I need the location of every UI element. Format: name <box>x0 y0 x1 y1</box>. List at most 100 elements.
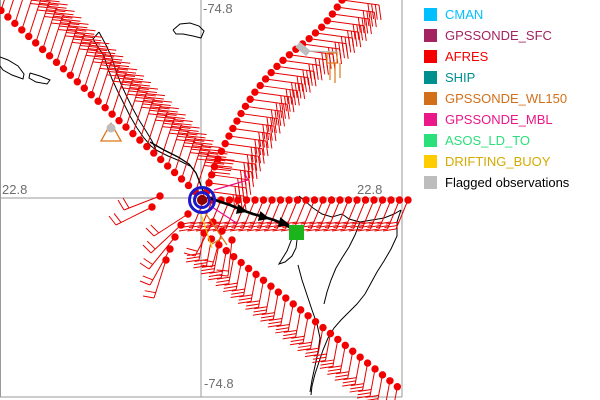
legend-item-flagged-observations[interactable]: Flagged observations <box>424 172 569 193</box>
observation-dot <box>18 26 26 34</box>
legend-item-gpssonde-sfc[interactable]: GPSSONDE_SFC <box>424 25 569 46</box>
observation-dot <box>94 97 102 105</box>
observation-dot <box>38 45 47 54</box>
observation-dot <box>229 124 237 133</box>
legend-item-cman[interactable]: CMAN <box>424 4 569 25</box>
observation-dot <box>293 196 302 204</box>
legend-item-label: SHIP <box>445 70 476 85</box>
longitude-label-top: -74.8 <box>203 1 233 16</box>
observation-dot <box>289 300 297 308</box>
latitude-label-left: 22.8 <box>2 182 28 197</box>
observation-dot <box>328 10 337 18</box>
observation-dot <box>285 51 294 59</box>
latitude-label-right: 22.8 <box>357 182 383 197</box>
legend-item-afres[interactable]: AFRES <box>424 46 569 67</box>
legend-color-swatch <box>424 8 437 21</box>
legend-item-label: GPSSONDE_SFC <box>445 28 552 43</box>
observation-dot <box>274 288 283 296</box>
observation-dot <box>344 196 353 204</box>
observation-dot <box>143 142 151 151</box>
observation-dot <box>349 347 357 355</box>
observation-dot <box>217 147 226 155</box>
aircraft-position-square[interactable] <box>289 225 304 240</box>
observation-dot <box>136 136 144 144</box>
observation-dot <box>122 123 130 131</box>
legend-item-asos-ld-to[interactable]: ASOS_LD_TO <box>424 130 569 151</box>
flight-direction-arrow <box>257 211 270 221</box>
observation-dot <box>73 78 82 86</box>
legend-item-label: DRIFTING_BUOY <box>445 154 551 169</box>
flight-direction-arrow <box>277 217 290 227</box>
observation-dot <box>80 84 88 92</box>
observation-dot <box>304 312 312 320</box>
observation-dot <box>66 71 75 79</box>
observation-dot <box>244 264 253 273</box>
observation-dot <box>241 102 250 111</box>
observation-dot <box>361 196 370 204</box>
observation-dot <box>59 65 68 73</box>
observation-dot <box>378 196 387 204</box>
observation-dot <box>334 335 342 344</box>
observation-dot <box>170 168 179 177</box>
storm-center-symbol[interactable] <box>188 186 216 214</box>
flight-track <box>149 141 304 240</box>
legend-color-swatch <box>424 134 437 147</box>
flight-direction-arrow <box>235 204 248 214</box>
legend-item-drifting-buoy[interactable]: DRIFTING_BUOY <box>424 151 569 172</box>
observation-dot <box>326 329 335 338</box>
observation-dot <box>356 353 364 361</box>
observation-dot <box>353 196 361 204</box>
observation-dot <box>234 196 242 204</box>
observation-dot <box>163 162 172 170</box>
observation-dot <box>341 341 349 350</box>
observation-dot <box>208 171 216 179</box>
observation-dot <box>233 117 241 125</box>
observation-dot <box>256 81 264 90</box>
legend-item-label: CMAN <box>445 7 484 22</box>
observation-dot <box>279 56 287 65</box>
observation-dot <box>225 132 233 140</box>
observation-dot <box>285 196 293 204</box>
observation-dot <box>311 29 320 37</box>
legend-item-ship[interactable]: SHIP <box>424 67 569 88</box>
observation-dot <box>252 270 260 279</box>
legend-item-label: GPSSONDE_WL150 <box>445 91 568 106</box>
observation-dot <box>52 58 61 67</box>
observation-dot <box>333 3 341 11</box>
legend-color-swatch <box>424 176 437 189</box>
observation-dot <box>242 196 251 204</box>
observation-dot <box>184 181 193 190</box>
observation-dot <box>115 116 123 125</box>
observation-dot <box>259 196 268 204</box>
observation-dot <box>323 17 331 25</box>
track-ne-curve <box>203 0 382 212</box>
observation-dot <box>404 196 412 204</box>
observation-dot <box>11 19 19 28</box>
observation-dot <box>246 95 254 103</box>
observation-dot <box>393 383 402 391</box>
legend: CMAN GPSSONDE_SFC AFRES SHIP GPSSONDE_WL150 G… <box>424 4 569 193</box>
observation-dot <box>237 109 245 118</box>
legend-item-gpssonde-wl150[interactable]: GPSSONDE_WL150 <box>424 88 569 109</box>
observation-dot <box>251 196 259 204</box>
observation-dot <box>45 52 54 60</box>
observation-dot <box>87 91 95 99</box>
legend-color-swatch <box>424 29 437 42</box>
observation-dot <box>386 377 394 385</box>
observation-dot <box>273 62 281 71</box>
legend-color-swatch <box>424 92 437 105</box>
legend-item-label: GPSSONDE_MBL <box>445 112 553 127</box>
legend-color-swatch <box>424 113 437 126</box>
observation-dot <box>302 196 310 204</box>
observation-dot <box>0 6 5 15</box>
colored-obs-barbs <box>200 171 249 249</box>
legend-item-label: Flagged observations <box>445 175 570 190</box>
observation-dot <box>108 110 116 118</box>
observation-dot <box>268 196 276 204</box>
special-markers <box>99 41 341 142</box>
observation-dot <box>317 23 326 31</box>
observation-dot <box>101 103 109 112</box>
legend-item-gpssonde-mbl[interactable]: GPSSONDE_MBL <box>424 109 569 130</box>
longitude-label-bottom: -74.8 <box>204 376 234 391</box>
